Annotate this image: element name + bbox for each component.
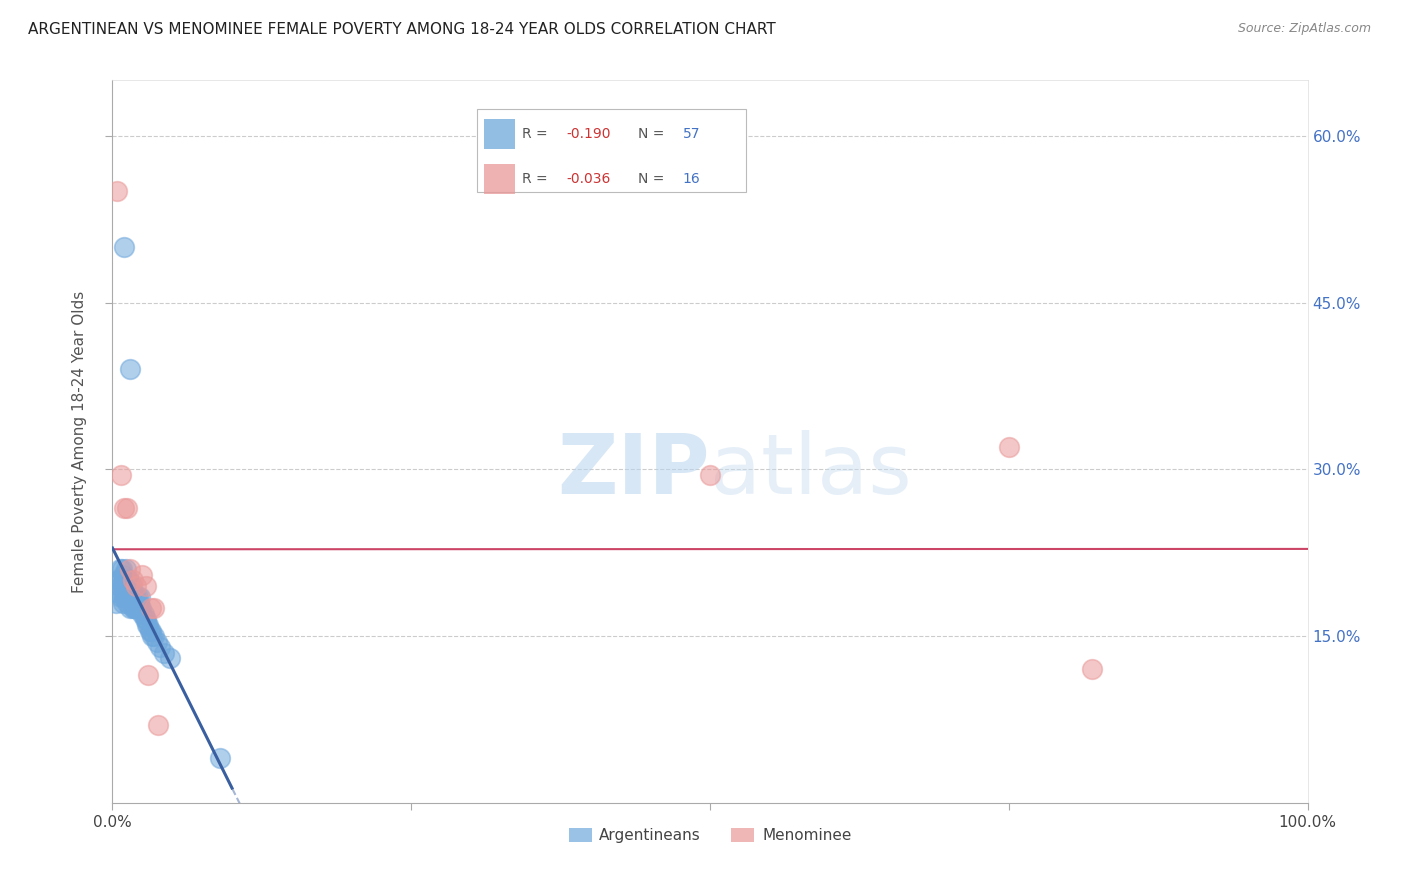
Point: [112, 568, 135, 582]
Point: [124, 601, 146, 615]
Point: [120, 579, 142, 593]
Point: [111, 579, 134, 593]
Point: [117, 590, 139, 604]
Point: [131, 607, 153, 621]
Point: [138, 624, 160, 638]
Legend: Argentineans, Menominee: Argentineans, Menominee: [562, 822, 858, 849]
Point: [110, 467, 132, 482]
Text: atlas: atlas: [710, 430, 911, 511]
Point: [114, 501, 135, 516]
Point: [128, 601, 150, 615]
Point: [108, 562, 131, 576]
Point: [134, 612, 156, 626]
Point: [127, 590, 149, 604]
Point: [108, 579, 131, 593]
Point: [121, 590, 143, 604]
Point: [107, 574, 129, 588]
Point: [138, 618, 160, 632]
Text: Source: ZipAtlas.com: Source: ZipAtlas.com: [1237, 22, 1371, 36]
Point: [111, 562, 134, 576]
Point: [114, 579, 136, 593]
Point: [127, 601, 149, 615]
Point: [139, 624, 162, 638]
Point: [114, 579, 135, 593]
Point: [998, 440, 1021, 454]
Text: ZIP: ZIP: [558, 430, 710, 511]
Point: [131, 568, 153, 582]
Text: R =: R =: [523, 127, 548, 141]
Text: N =: N =: [638, 127, 665, 141]
Point: [121, 601, 143, 615]
Point: [118, 574, 141, 588]
Y-axis label: Female Poverty Among 18-24 Year Olds: Female Poverty Among 18-24 Year Olds: [72, 291, 87, 592]
Text: R =: R =: [523, 172, 548, 186]
Point: [114, 590, 135, 604]
Point: [124, 590, 146, 604]
Point: [143, 629, 166, 643]
Point: [115, 596, 138, 610]
Point: [135, 579, 157, 593]
Point: [145, 634, 167, 648]
Point: [114, 562, 136, 576]
Point: [149, 640, 172, 655]
Point: [139, 601, 162, 615]
FancyBboxPatch shape: [484, 164, 515, 194]
Point: [120, 562, 142, 576]
Point: [209, 751, 232, 765]
Text: ARGENTINEAN VS MENOMINEE FEMALE POVERTY AMONG 18-24 YEAR OLDS CORRELATION CHART: ARGENTINEAN VS MENOMINEE FEMALE POVERTY …: [28, 22, 776, 37]
Point: [105, 596, 128, 610]
Point: [118, 584, 141, 599]
Point: [146, 718, 169, 732]
Point: [125, 601, 148, 615]
Point: [112, 596, 135, 610]
Point: [114, 240, 135, 254]
Point: [115, 574, 138, 588]
Point: [110, 590, 132, 604]
Point: [129, 590, 152, 604]
Text: N =: N =: [638, 172, 665, 186]
Point: [699, 467, 721, 482]
Text: 57: 57: [682, 127, 700, 141]
Point: [115, 501, 138, 516]
Point: [1081, 662, 1104, 676]
Point: [136, 618, 159, 632]
Point: [121, 579, 143, 593]
Point: [121, 574, 143, 588]
Point: [159, 651, 181, 665]
Point: [125, 579, 148, 593]
Text: -0.190: -0.190: [567, 127, 612, 141]
Point: [120, 601, 142, 615]
Point: [143, 601, 166, 615]
Point: [138, 668, 160, 682]
Point: [122, 590, 145, 604]
Point: [128, 596, 150, 610]
Point: [129, 601, 152, 615]
Point: [120, 362, 142, 376]
Point: [125, 590, 148, 604]
Point: [121, 590, 143, 604]
Point: [132, 607, 155, 621]
Point: [105, 584, 128, 599]
FancyBboxPatch shape: [484, 119, 515, 149]
Point: [105, 185, 128, 199]
Point: [117, 574, 139, 588]
Point: [129, 601, 152, 615]
Point: [141, 629, 163, 643]
Point: [153, 646, 176, 660]
Point: [110, 574, 132, 588]
Text: -0.036: -0.036: [567, 172, 612, 186]
Point: [122, 601, 145, 615]
Text: 16: 16: [682, 172, 700, 186]
FancyBboxPatch shape: [477, 109, 747, 193]
Point: [135, 612, 157, 626]
